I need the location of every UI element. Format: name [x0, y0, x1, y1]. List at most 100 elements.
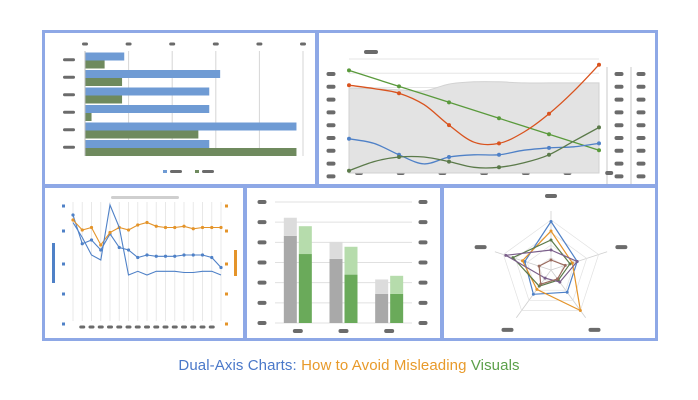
series-point — [71, 213, 75, 217]
series-point — [191, 253, 195, 257]
x-tick-label — [208, 325, 215, 329]
y-tick-label — [326, 123, 336, 128]
series-line — [348, 69, 600, 151]
series-point — [497, 165, 501, 170]
series-point — [99, 243, 103, 247]
category-label — [63, 93, 75, 97]
series-point — [347, 136, 351, 141]
series-point — [219, 225, 223, 230]
y3-tick-label — [636, 148, 646, 153]
series-point — [397, 84, 401, 89]
x-tick-label — [212, 42, 219, 46]
radar-series — [512, 239, 571, 287]
bar-segment — [283, 235, 297, 323]
category-label — [63, 110, 75, 114]
x-tick-label — [181, 325, 187, 329]
series-point — [136, 223, 140, 227]
series-point — [173, 225, 177, 230]
y3-tick-label — [636, 136, 646, 140]
y3-tick-label — [636, 110, 646, 115]
y-tick-mark — [62, 262, 65, 266]
bar-segment — [283, 217, 297, 236]
y-tick-label — [257, 260, 267, 265]
radar-series — [524, 220, 578, 295]
y2-tick-mark — [225, 204, 228, 208]
series-point — [397, 91, 401, 96]
y2-tick-label — [418, 240, 428, 245]
panel-dual-line — [45, 188, 243, 338]
series-point — [347, 83, 351, 88]
y2-tick-label — [614, 148, 624, 153]
chart-area-line — [326, 50, 646, 184]
radar-ring — [526, 244, 576, 291]
x-tick-label — [190, 325, 197, 329]
y2-axis-title — [234, 250, 237, 276]
figure-caption: Dual-Axis Charts: How to Avoid Misleadin… — [0, 357, 698, 374]
radar-point — [549, 238, 553, 242]
x-tick-label — [125, 325, 132, 329]
bar — [85, 113, 92, 121]
radar-point — [578, 308, 582, 312]
y-tick-label — [326, 136, 336, 140]
bar-segment — [390, 275, 404, 294]
chart-title-placeholder — [111, 196, 179, 199]
bar-segment — [375, 293, 389, 323]
y-tick-label — [257, 240, 267, 245]
y-tick-label — [326, 110, 336, 115]
y-tick-mark — [62, 229, 65, 233]
category-label — [63, 145, 75, 149]
x-tick-label — [116, 325, 123, 329]
y2-tick-label — [614, 136, 624, 140]
x-tick-label — [97, 325, 104, 329]
panel-stacked-bar — [247, 188, 440, 338]
radar-point — [575, 260, 579, 264]
series-point — [71, 218, 75, 222]
series-point — [154, 254, 158, 258]
radar-point — [549, 248, 553, 252]
series-point — [219, 265, 223, 270]
legend-swatch — [195, 170, 199, 173]
legend-swatch — [163, 170, 167, 173]
y2-tick-label — [418, 300, 428, 305]
radar-axis-label — [474, 245, 487, 250]
radar-axis-label — [588, 327, 601, 332]
series-point — [200, 253, 205, 257]
radar-axis-label — [545, 194, 557, 198]
category-label — [384, 329, 395, 333]
x-tick-label — [153, 325, 160, 329]
bar — [85, 130, 199, 139]
y2-tick-label — [614, 84, 624, 89]
panel-radar — [444, 188, 655, 338]
radar-axis-label — [615, 245, 628, 250]
legend-label — [170, 170, 182, 173]
series-point — [89, 238, 94, 242]
legend-label — [202, 170, 214, 173]
series-point — [99, 248, 103, 252]
radar-point — [549, 258, 553, 262]
bar — [85, 52, 125, 61]
radar-point — [523, 260, 527, 264]
radar-point — [568, 262, 572, 266]
x-tick-label — [82, 42, 88, 46]
x-tick-label — [256, 42, 263, 46]
y-tick-mark — [62, 292, 65, 296]
category-label — [292, 329, 303, 333]
bar-segment — [329, 241, 343, 259]
y-tick-label — [326, 174, 336, 179]
category-label — [63, 128, 75, 132]
bar-segment — [390, 293, 404, 323]
radar-point — [563, 263, 567, 267]
radar-point — [520, 259, 524, 263]
caption-part-1: Dual-Axis Charts: — [178, 357, 297, 374]
bar-segment — [375, 279, 389, 294]
bar — [85, 60, 105, 69]
category-label — [63, 75, 75, 79]
bar — [85, 105, 210, 113]
series-point — [547, 111, 551, 116]
bar — [85, 140, 210, 148]
chart-stacked-bar — [257, 200, 428, 333]
series-line — [348, 126, 600, 172]
series-point — [145, 253, 149, 257]
series-point — [397, 155, 401, 160]
radar-point — [549, 229, 553, 233]
